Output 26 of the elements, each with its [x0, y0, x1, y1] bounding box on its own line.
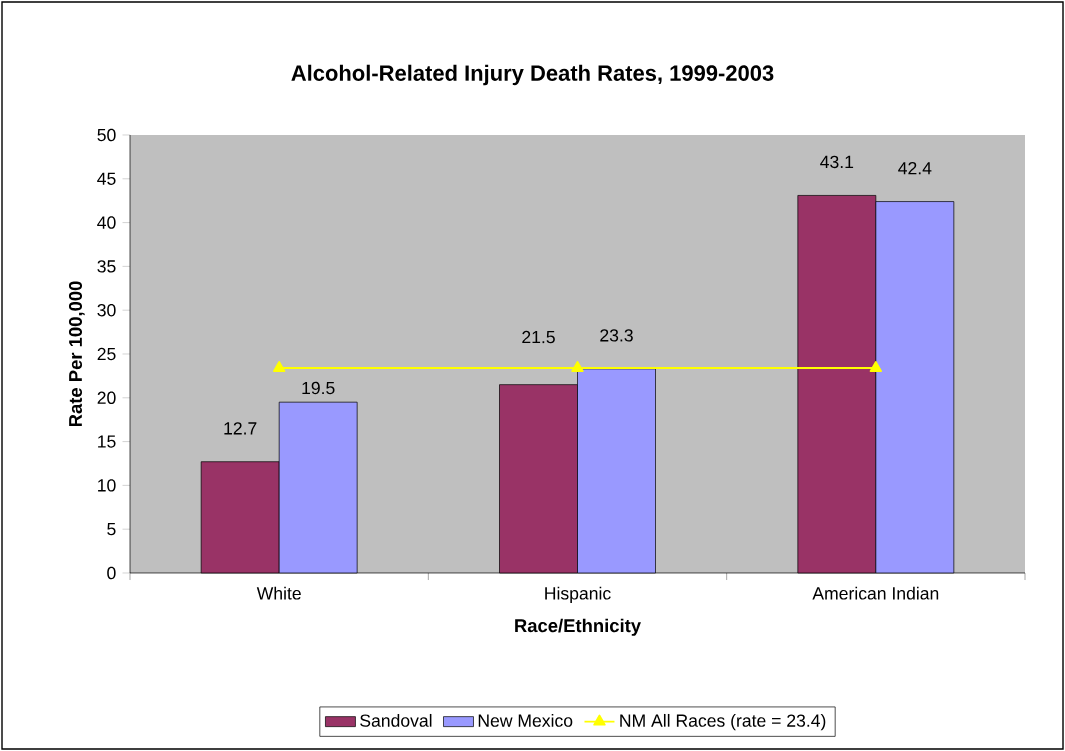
data-label: 23.3 [600, 329, 633, 342]
chart-title: Alcohol-Related Injury Death Rates, 1999-2003 [291, 64, 774, 86]
y-tick-label: 15 [98, 435, 116, 448]
data-label: 21.5 [522, 330, 555, 344]
x-tick-label: White [256, 586, 301, 600]
y-tick-label: 25 [97, 347, 116, 361]
data-label: 12.7 [224, 422, 257, 435]
data-label: 43.1 [820, 155, 854, 169]
y-axis-title: Rate Per 100,000 [68, 281, 85, 427]
y-tick-label: 50 [97, 128, 116, 142]
y-tick-label: 0 [107, 566, 116, 580]
y-tick-label: 45 [97, 172, 116, 185]
x-axis-title: Race/Ethnicity [515, 618, 641, 636]
y-tick-label: 10 [98, 479, 116, 492]
x-tick-label: American Indian [812, 586, 939, 600]
y-tick-label: 35 [97, 260, 116, 273]
x-tick-label: Hispanic [545, 586, 611, 604]
legend-label: Sandoval [360, 713, 432, 727]
y-tick-label: 40 [97, 216, 116, 229]
y-tick-label: 30 [97, 303, 116, 317]
y-tick-label: 5 [107, 523, 116, 536]
legend-label: New Mexico [478, 713, 573, 727]
data-label: 19.5 [302, 381, 335, 395]
data-label: 42.4 [898, 162, 932, 175]
legend-label: NM All Races (rate = 23.4) [620, 713, 826, 731]
y-tick-label: 20 [97, 391, 116, 404]
